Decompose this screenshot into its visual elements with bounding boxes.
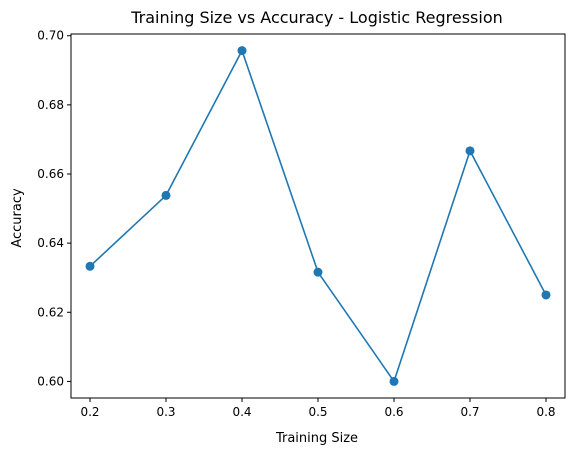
y-tick-label: 0.60 (37, 374, 64, 388)
x-tick-label: 0.7 (460, 405, 479, 419)
data-point (237, 46, 247, 56)
x-axis-label: Training Size (275, 431, 358, 446)
y-tick-label: 0.70 (37, 29, 64, 43)
y-tick-label: 0.66 (37, 167, 64, 181)
data-point (161, 190, 171, 200)
data-point (465, 146, 475, 156)
x-tick-label: 0.8 (536, 405, 555, 419)
chart-title: Training Size vs Accuracy - Logistic Reg… (130, 8, 503, 27)
x-tick-label: 0.6 (384, 405, 403, 419)
plot-area: 0.2 0.3 0.4 0.5 0.6 0.7 0.8 0.60 0.62 0.64 0.66 0.6… (37, 29, 566, 419)
y-tick-label: 0.68 (37, 98, 64, 112)
x-tick-label: 0.5 (308, 405, 327, 419)
y-axis-label: Accuracy (10, 188, 25, 248)
data-point (85, 261, 95, 271)
x-tick-label: 0.3 (156, 405, 175, 419)
y-tick-label: 0.64 (37, 236, 64, 250)
data-point (389, 376, 399, 386)
x-tick-label: 0.4 (232, 405, 251, 419)
data-point (313, 267, 323, 277)
y-tick-label: 0.62 (37, 305, 64, 319)
data-point (541, 290, 551, 300)
x-tick-label: 0.2 (80, 405, 99, 419)
